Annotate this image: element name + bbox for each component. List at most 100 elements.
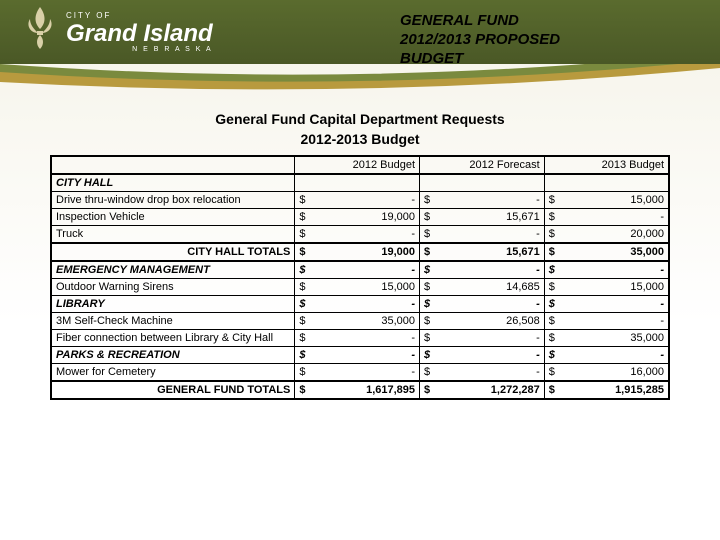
currency-symbol: $: [544, 364, 559, 382]
cell-value: 14,685: [434, 279, 544, 296]
cell-value: -: [559, 313, 669, 330]
cell-value: 26,508: [434, 313, 544, 330]
logo: CITY OF Grand Island N E B R A S K A: [20, 0, 213, 64]
page-title-line2: 2012/2013 PROPOSED: [400, 31, 560, 48]
currency-symbol: $: [544, 347, 559, 364]
table-row: Fiber connection between Library & City …: [51, 330, 669, 347]
row-label: Mower for Cemetery: [51, 364, 295, 382]
cell-value: -: [434, 261, 544, 279]
col-header-blank: [51, 156, 295, 174]
currency-symbol: $: [420, 347, 435, 364]
currency-symbol: $: [544, 261, 559, 279]
cell-value: -: [309, 330, 419, 347]
currency-symbol: $: [544, 381, 559, 399]
content: General Fund Capital Department Requests…: [50, 110, 670, 400]
currency-symbol: $: [420, 243, 435, 261]
currency-symbol: $: [295, 347, 310, 364]
cell-value: 1,915,285: [559, 381, 669, 399]
currency-symbol: $: [295, 364, 310, 382]
currency-symbol: $: [420, 279, 435, 296]
currency-symbol: $: [420, 330, 435, 347]
totals-label: CITY HALL TOTALS: [51, 243, 295, 261]
row-label: Drive thru-window drop box relocation: [51, 192, 295, 209]
cell-value: -: [309, 226, 419, 244]
section-name: LIBRARY: [51, 296, 295, 313]
cell-value: 15,671: [434, 243, 544, 261]
cell-value: -: [434, 226, 544, 244]
table-row: Outdoor Warning Sirens$15,000$14,685$15,…: [51, 279, 669, 296]
row-label: Truck: [51, 226, 295, 244]
budget-table: 2012 Budget 2012 Forecast 2013 Budget CI…: [50, 155, 670, 400]
cell-value: 35,000: [559, 330, 669, 347]
grand-totals: GENERAL FUND TOTALS$1,617,895$1,272,287$…: [51, 381, 669, 399]
cell-value: 20,000: [559, 226, 669, 244]
col-header-sym1: [420, 156, 435, 174]
table-title-line2: 2012-2013 Budget: [50, 130, 670, 150]
cell-value: 35,000: [309, 313, 419, 330]
cell-value: 19,000: [309, 243, 419, 261]
cell-value: -: [309, 364, 419, 382]
col-header-1: 2012 Forecast: [434, 156, 544, 174]
section-head: LIBRARY$-$-$-: [51, 296, 669, 313]
section-head: EMERGENCY MANAGEMENT$-$-$-: [51, 261, 669, 279]
section-name: CITY HALL: [51, 174, 295, 192]
currency-symbol: $: [420, 209, 435, 226]
cell-value: 15,000: [559, 192, 669, 209]
table-title: General Fund Capital Department Requests…: [50, 110, 670, 149]
table-row: Mower for Cemetery$-$-$16,000: [51, 364, 669, 382]
cell-value: -: [559, 296, 669, 313]
cell-value: -: [309, 192, 419, 209]
col-header-0: 2012 Budget: [309, 156, 419, 174]
col-header-sym0: [295, 156, 310, 174]
table-title-line1: General Fund Capital Department Requests: [50, 110, 670, 130]
cell-value: -: [559, 209, 669, 226]
cell-value: -: [434, 192, 544, 209]
table-row: Drive thru-window drop box relocation$-$…: [51, 192, 669, 209]
section-name: EMERGENCY MANAGEMENT: [51, 261, 295, 279]
cell-value: -: [309, 261, 419, 279]
currency-symbol: $: [420, 313, 435, 330]
currency-symbol: $: [544, 243, 559, 261]
cell-value: -: [309, 296, 419, 313]
fleur-icon: [20, 3, 60, 53]
currency-symbol: $: [295, 313, 310, 330]
currency-symbol: $: [295, 381, 310, 399]
table-header-row: 2012 Budget 2012 Forecast 2013 Budget: [51, 156, 669, 174]
currency-symbol: $: [544, 330, 559, 347]
row-label: Fiber connection between Library & City …: [51, 330, 295, 347]
table-row: Inspection Vehicle$19,000$15,671$-: [51, 209, 669, 226]
cell-value: 15,671: [434, 209, 544, 226]
cell-value: 15,000: [559, 279, 669, 296]
currency-symbol: $: [420, 226, 435, 244]
col-header-2: 2013 Budget: [559, 156, 669, 174]
cell-value: -: [309, 347, 419, 364]
cell-value: 35,000: [559, 243, 669, 261]
currency-symbol: $: [544, 296, 559, 313]
currency-symbol: $: [295, 296, 310, 313]
currency-symbol: $: [295, 192, 310, 209]
cell-value: -: [434, 364, 544, 382]
cell-value: 1,617,895: [309, 381, 419, 399]
row-label: Outdoor Warning Sirens: [51, 279, 295, 296]
row-label: 3M Self-Check Machine: [51, 313, 295, 330]
cell-value: -: [434, 296, 544, 313]
cell-value: 15,000: [309, 279, 419, 296]
page-title-line1: GENERAL FUND: [400, 12, 519, 29]
currency-symbol: $: [420, 296, 435, 313]
table-row: Truck$-$-$20,000: [51, 226, 669, 244]
currency-symbol: $: [544, 279, 559, 296]
col-header-sym2: [544, 156, 559, 174]
logo-cityof: CITY OF: [66, 11, 213, 20]
currency-symbol: $: [544, 209, 559, 226]
row-label: Inspection Vehicle: [51, 209, 295, 226]
currency-symbol: $: [544, 192, 559, 209]
currency-symbol: $: [295, 226, 310, 244]
logo-name: Grand Island: [66, 20, 213, 48]
logo-text: CITY OF Grand Island N E B R A S K A: [66, 11, 213, 53]
currency-symbol: $: [420, 381, 435, 399]
currency-symbol: $: [295, 261, 310, 279]
section-totals: CITY HALL TOTALS$19,000$15,671$35,000: [51, 243, 669, 261]
section-head: CITY HALL: [51, 174, 669, 192]
cell-value: 1,272,287: [434, 381, 544, 399]
grand-totals-label: GENERAL FUND TOTALS: [51, 381, 295, 399]
